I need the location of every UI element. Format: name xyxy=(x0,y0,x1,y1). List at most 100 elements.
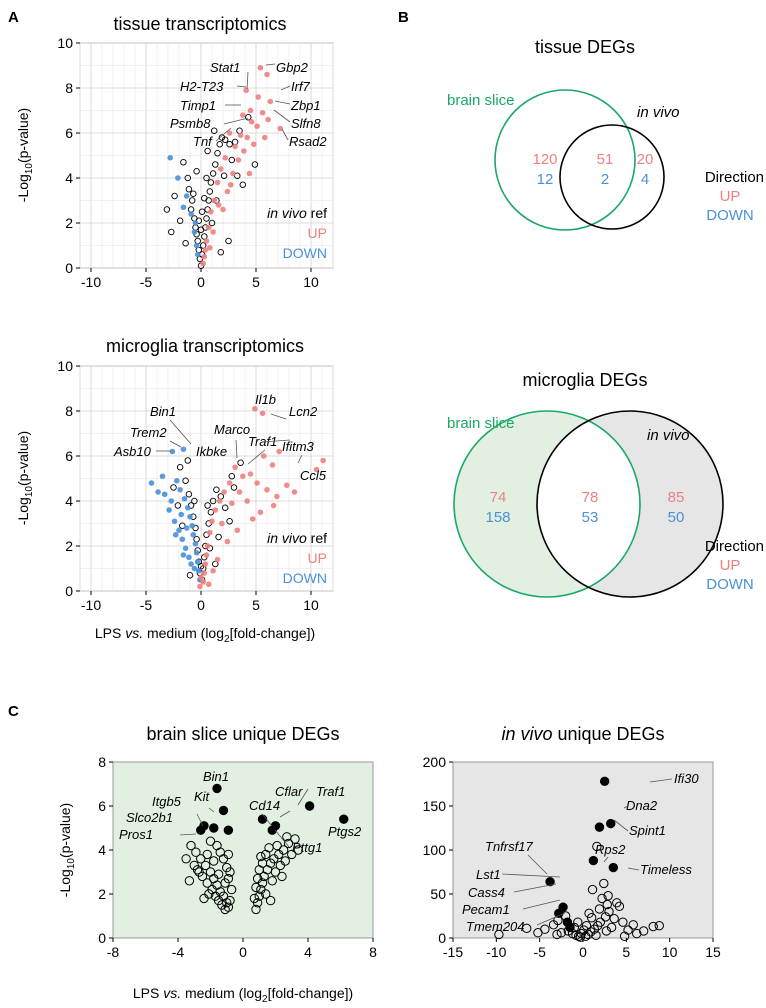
point-gene xyxy=(261,889,271,899)
point-ref xyxy=(209,497,217,505)
point-gene xyxy=(581,920,592,931)
point-gene xyxy=(623,925,633,935)
in-vivo-unique-annotation-lines xyxy=(501,778,673,926)
point-up xyxy=(219,520,225,527)
point-up xyxy=(320,457,326,464)
point-up xyxy=(207,244,213,251)
label-trem2: Trem2 xyxy=(130,425,167,440)
tissue-venn-diagram: tissue DEGs brain slice in vivo 120 12 5… xyxy=(447,37,764,231)
point-labeled-gene xyxy=(257,814,268,824)
point-gene xyxy=(251,904,261,915)
brain-slice-unique-data-points xyxy=(181,783,349,915)
point-down xyxy=(176,527,182,534)
point-up xyxy=(249,516,256,522)
point-up xyxy=(243,87,249,94)
point-labeled-gene xyxy=(196,825,206,835)
x-tick-label: 10 xyxy=(662,944,678,960)
point-gene xyxy=(604,906,614,917)
point-labeled-gene xyxy=(554,908,564,919)
point-labeled-gene xyxy=(594,822,605,832)
point-up xyxy=(232,143,238,150)
x-tick-label: -15 xyxy=(443,944,463,960)
label-slfn8: Slfn8 xyxy=(291,116,321,131)
point-ref xyxy=(214,149,221,157)
point-gene xyxy=(265,895,276,906)
point-gene xyxy=(251,882,261,893)
point-up xyxy=(218,166,224,172)
point-down xyxy=(180,552,187,558)
point-up xyxy=(270,502,277,509)
point-gene xyxy=(212,840,222,851)
point-ref xyxy=(213,486,220,494)
point-up xyxy=(197,583,203,590)
microglia-volcano-plot: microglia transcriptomics -Log10(p-value… xyxy=(15,336,334,645)
point-gene xyxy=(194,867,204,877)
point-labeled-gene xyxy=(304,801,315,811)
point-up xyxy=(207,529,213,536)
point-gene xyxy=(597,893,607,904)
microglia-legend-up: UP xyxy=(308,550,327,566)
point-ref xyxy=(191,497,198,505)
y-tick-label: 200 xyxy=(423,754,447,770)
point-ref xyxy=(182,477,189,485)
point-ref xyxy=(204,147,211,155)
microglia-venn-legend-up: UP xyxy=(720,557,741,574)
point-down xyxy=(171,518,178,525)
point-ref xyxy=(168,228,175,236)
point-down xyxy=(185,504,191,511)
point-up xyxy=(205,224,212,231)
point-gene xyxy=(602,899,612,910)
label-tmem204: Tmem204 xyxy=(466,919,525,934)
point-down xyxy=(190,531,197,538)
x-tick-label: -10 xyxy=(81,597,101,613)
point-ref xyxy=(226,518,233,525)
point-gene xyxy=(586,927,596,937)
point-up xyxy=(198,574,204,581)
point-up xyxy=(257,509,264,516)
point-down xyxy=(189,522,195,529)
point-up xyxy=(246,170,253,177)
point-ref xyxy=(221,136,229,143)
point-up xyxy=(264,486,270,493)
point-gene xyxy=(521,923,532,934)
point-gene xyxy=(252,873,263,884)
brain-slice-unique-annotation-lines xyxy=(179,788,309,848)
point-up xyxy=(264,71,270,78)
point-down xyxy=(188,211,194,217)
point-up xyxy=(265,116,271,123)
point-ref xyxy=(185,185,193,193)
label-asb10: Asb10 xyxy=(113,444,152,459)
point-gene xyxy=(256,851,266,862)
x-tick-label: 5 xyxy=(252,274,260,290)
microglia-venn-both-down: 53 xyxy=(582,509,599,526)
point-ref xyxy=(197,226,205,233)
point-gene xyxy=(200,860,211,871)
point-ref xyxy=(174,502,182,509)
point-gene xyxy=(199,893,209,904)
point-up xyxy=(274,493,280,500)
y-tick-label: 0 xyxy=(65,583,73,599)
point-ref xyxy=(190,190,197,197)
point-labeled-gene xyxy=(339,814,349,824)
point-up xyxy=(247,107,254,114)
point-down xyxy=(182,545,189,552)
point-ref xyxy=(198,208,206,215)
point-down xyxy=(194,251,201,258)
point-up xyxy=(276,448,282,455)
point-up xyxy=(212,507,219,513)
point-ref xyxy=(203,174,210,182)
label-h2-t23: H2-T23 xyxy=(180,79,224,94)
point-up xyxy=(259,109,266,116)
point-ref xyxy=(215,533,222,541)
point-labeled-gene xyxy=(212,783,222,794)
point-down xyxy=(167,154,173,161)
label-stat1: Stat1 xyxy=(210,60,240,75)
point-gene xyxy=(600,912,611,922)
label-lst1: Lst1 xyxy=(476,867,501,882)
microglia-venn-b-only-up: 85 xyxy=(668,489,685,506)
point-up xyxy=(232,464,238,471)
point-up xyxy=(211,197,217,204)
point-up xyxy=(236,489,243,495)
point-gene xyxy=(220,878,230,888)
point-gene xyxy=(283,838,294,849)
